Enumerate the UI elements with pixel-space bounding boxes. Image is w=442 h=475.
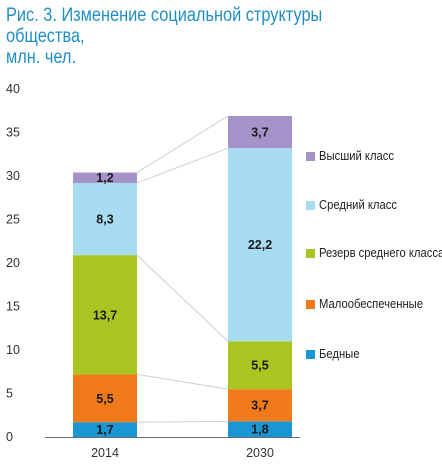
legend-swatch <box>306 151 315 161</box>
data-label: 13,7 <box>93 308 117 322</box>
x-tick-label: 2030 <box>246 446 274 460</box>
data-label: 22,2 <box>248 238 272 252</box>
legend-swatch <box>306 200 315 210</box>
connector-line <box>136 373 229 390</box>
legend-label: Бедные <box>319 347 360 361</box>
bar-segment <box>228 148 292 342</box>
y-tick-label: 40 <box>6 82 20 96</box>
legend-item: Средний класс <box>306 198 406 212</box>
legend-swatch <box>306 248 315 258</box>
data-label: 8,3 <box>96 213 113 227</box>
data-label: 5,5 <box>96 392 113 406</box>
legend-label: Резерв среднего класса <box>319 246 442 260</box>
legend-item: Резерв среднего класса <box>306 246 442 260</box>
y-tick-label: 15 <box>6 300 20 314</box>
y-tick-label: 0 <box>6 430 13 444</box>
bar-segment <box>228 421 292 437</box>
bar-segment <box>73 182 137 256</box>
connector-line <box>136 147 229 184</box>
y-tick-label: 30 <box>6 169 20 183</box>
connector-line <box>136 254 229 342</box>
legend-swatch <box>306 299 315 309</box>
bar-segment <box>73 172 137 183</box>
y-tick-label: 5 <box>6 387 13 401</box>
y-tick-label: 10 <box>6 343 20 357</box>
chart-title: Рис. 3. Изменение социальной структуры о… <box>6 5 376 68</box>
bar-segment <box>73 422 137 437</box>
bar-segment <box>228 115 292 149</box>
legend-label: Малообеспеченные <box>319 297 424 311</box>
chart-title-line-2: млн. чел. <box>6 47 77 68</box>
y-tick-label: 25 <box>6 213 20 227</box>
connector-line <box>136 420 229 423</box>
data-label: 1,8 <box>251 423 268 437</box>
legend-label: Средний класс <box>319 198 397 212</box>
legend-swatch <box>306 349 315 359</box>
y-tick-label: 35 <box>6 126 20 140</box>
legend-label: Высший класс <box>319 149 395 163</box>
bar-segment <box>73 255 137 375</box>
legend-item: Малообеспеченные <box>306 297 435 311</box>
legend-item: Бедные <box>306 347 364 361</box>
x-tick-label: 2014 <box>91 446 119 460</box>
data-label: 3,7 <box>251 399 268 413</box>
data-label: 1,2 <box>96 171 113 185</box>
bar-segment <box>73 374 137 423</box>
data-label: 1,7 <box>96 423 113 437</box>
chart-title-line-1: Рис. 3. Изменение социальной структуры о… <box>6 5 323 47</box>
data-label: 5,5 <box>251 359 268 373</box>
data-label: 3,7 <box>251 126 268 140</box>
connector-line <box>136 115 229 173</box>
legend-item: Высший класс <box>306 149 402 163</box>
bar-segment <box>228 341 292 390</box>
y-tick-label: 20 <box>6 256 20 270</box>
bar-segment <box>228 389 292 422</box>
